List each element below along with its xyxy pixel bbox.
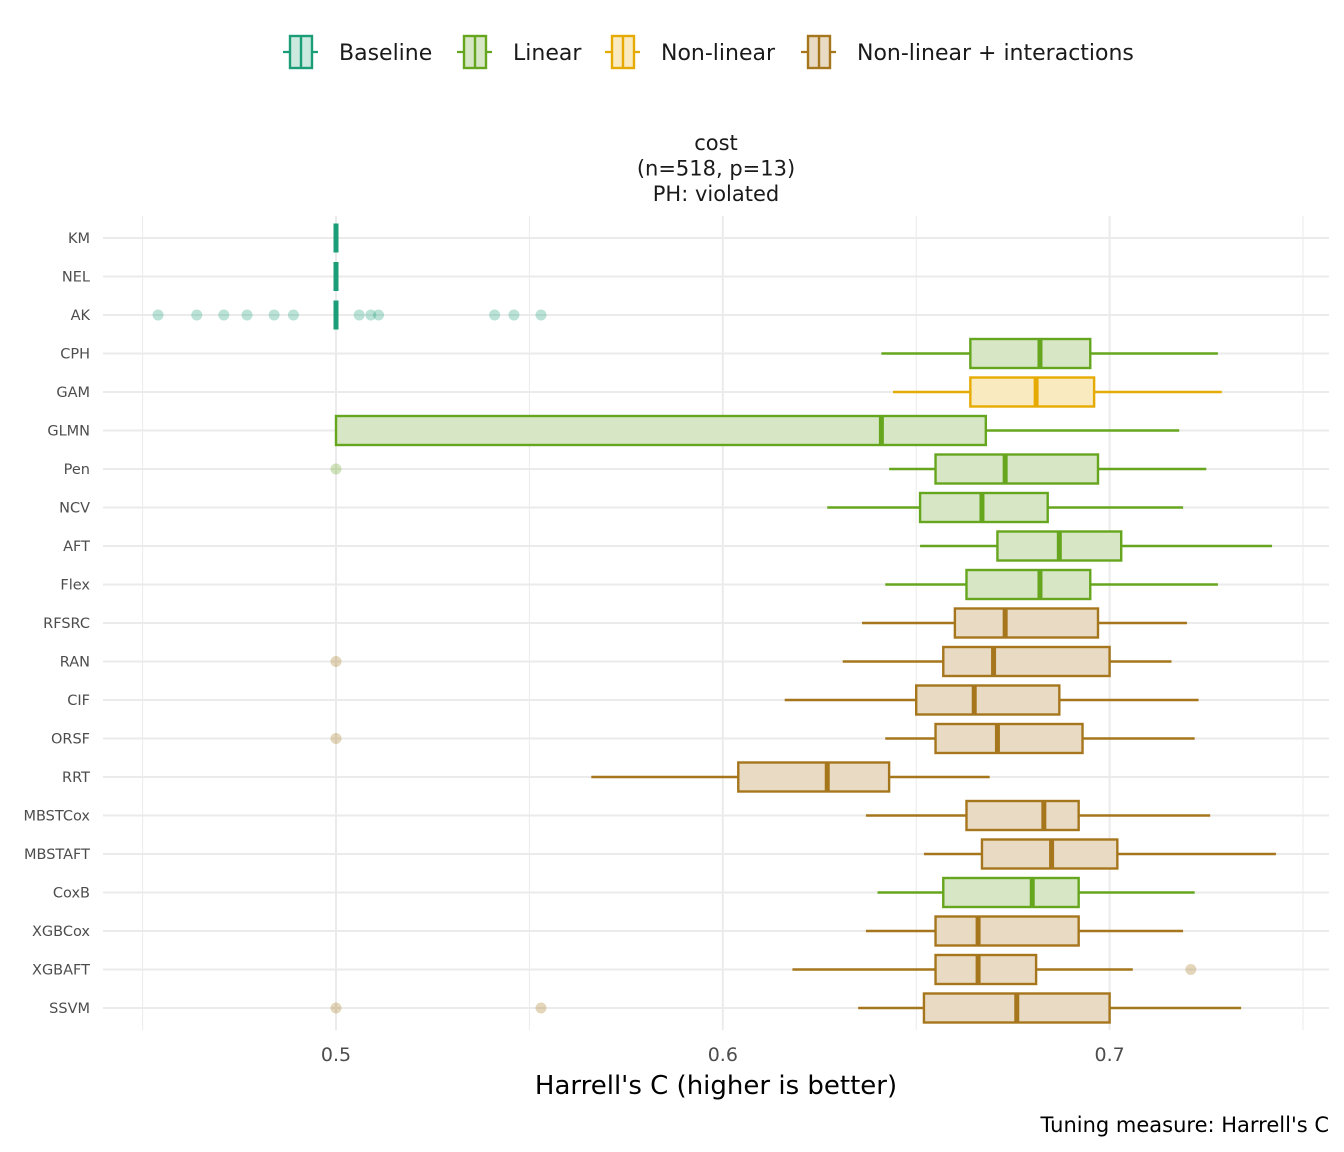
box-rrt [591, 761, 990, 793]
box-cph [881, 337, 1218, 370]
outlier-point [330, 1002, 342, 1014]
y-tick-label: Pen [64, 462, 90, 478]
box-ran [330, 645, 1172, 678]
x-tick-label: 0.7 [1094, 1044, 1124, 1066]
y-tick-label: RRT [62, 770, 90, 786]
x-axis-label: Harrell's C (higher is better) [535, 1071, 897, 1101]
title-line-0: cost [694, 131, 738, 155]
boxplots [152, 223, 1276, 1024]
outlier-point [353, 309, 365, 321]
box-mbstcox [865, 799, 1211, 832]
box-iqr [942, 876, 1080, 909]
outlier-point [268, 309, 280, 321]
legend-item-linear: Linear [457, 34, 582, 70]
y-tick-label: GAM [56, 385, 90, 401]
box-iqr [934, 722, 1084, 755]
y-tick-label: RAN [60, 655, 90, 671]
outlier-point [373, 309, 385, 321]
box-ssvm [330, 992, 1242, 1024]
box-xgbcox [865, 915, 1184, 947]
outlier-point [330, 463, 342, 475]
box-ak [152, 300, 547, 330]
y-tick-label: CIF [67, 693, 90, 709]
y-tick-label: MBSTCox [23, 809, 90, 825]
outlier-point [287, 309, 299, 321]
box-mbstaft [923, 838, 1276, 870]
outlier-point [152, 309, 164, 321]
y-tick-label: ORSF [51, 732, 90, 748]
outlier-point [508, 309, 520, 321]
y-tick-label: RFSRC [43, 616, 90, 632]
outlier-point [1185, 964, 1197, 975]
outlier-point [535, 309, 547, 321]
y-tick-label: Flex [60, 578, 90, 594]
outlier-point [191, 309, 203, 321]
outlier-point [489, 309, 501, 321]
box-iqr [934, 953, 1038, 986]
box-iqr [969, 376, 1096, 408]
y-tick-label: MBSTAFT [24, 847, 90, 863]
y-tick-label: XGBCox [32, 924, 90, 940]
y-axis-tick-labels: KM NEL AK CPH GAM GLMN Pen NCV AFT Flex RFSRC RAN CI… [23, 231, 90, 1017]
legend-label: Non-linear [661, 41, 776, 66]
box-iqr [737, 761, 891, 793]
y-tick-label: AFT [63, 539, 90, 555]
box-gam [892, 376, 1222, 408]
box-iqr [915, 684, 1061, 716]
box-iqr [934, 915, 1080, 947]
y-tick-label: KM [68, 231, 90, 247]
y-tick-label: XGBAFT [32, 963, 90, 979]
box-aft [920, 530, 1273, 562]
box-iqr [953, 607, 1100, 639]
legend: Baseline Linear Non-linear Non-linear + int… [283, 34, 1134, 70]
title-line-2: PH: violated [653, 182, 780, 206]
y-tick-label: GLMN [47, 424, 90, 440]
box-orsf [330, 722, 1195, 755]
y-tick-label: CoxB [53, 886, 90, 902]
legend-item-nonlinear: Non-linear [605, 34, 776, 70]
box-rfsrc [862, 607, 1187, 639]
outlier-point [241, 309, 253, 321]
box-flex [885, 568, 1218, 601]
x-tick-label: 0.6 [708, 1044, 738, 1066]
outlier-point [330, 656, 342, 667]
box-iqr [934, 453, 1100, 485]
title-line-1: (n=518, p=13) [637, 157, 795, 181]
box-ncv [827, 491, 1184, 524]
legend-item-nli: Non-linear + interactions [801, 34, 1134, 70]
x-tick-label: 0.5 [321, 1044, 351, 1066]
box-xgbaft [792, 953, 1197, 986]
y-tick-label: SSVM [49, 1001, 90, 1017]
y-tick-label: AK [71, 308, 91, 324]
outlier-point [365, 309, 377, 321]
legend-item-baseline: Baseline [283, 34, 432, 70]
legend-label: Linear [513, 41, 582, 66]
legend-label: Baseline [339, 41, 432, 66]
y-tick-label: NEL [62, 270, 90, 286]
box-iqr [334, 414, 988, 447]
legend-label: Non-linear + interactions [857, 41, 1134, 66]
outlier-point [218, 309, 230, 321]
box-iqr [965, 568, 1092, 601]
caption: Tuning measure: Harrell's C [1040, 1113, 1329, 1137]
y-tick-label: CPH [60, 347, 90, 363]
box-iqr [969, 337, 1092, 370]
box-pen [330, 453, 1207, 485]
box-coxb [877, 876, 1195, 909]
box-glmn [334, 414, 1180, 447]
box-iqr [965, 799, 1080, 832]
outlier-point [535, 1002, 547, 1014]
x-axis-tick-labels: 0.5 0.6 0.7 [321, 1044, 1125, 1066]
box-iqr [942, 645, 1111, 678]
box-cif [784, 684, 1199, 716]
y-tick-label: NCV [59, 501, 90, 517]
outlier-point [330, 733, 342, 744]
chart-title: cost(n=518, p=13)PH: violated [637, 131, 795, 206]
